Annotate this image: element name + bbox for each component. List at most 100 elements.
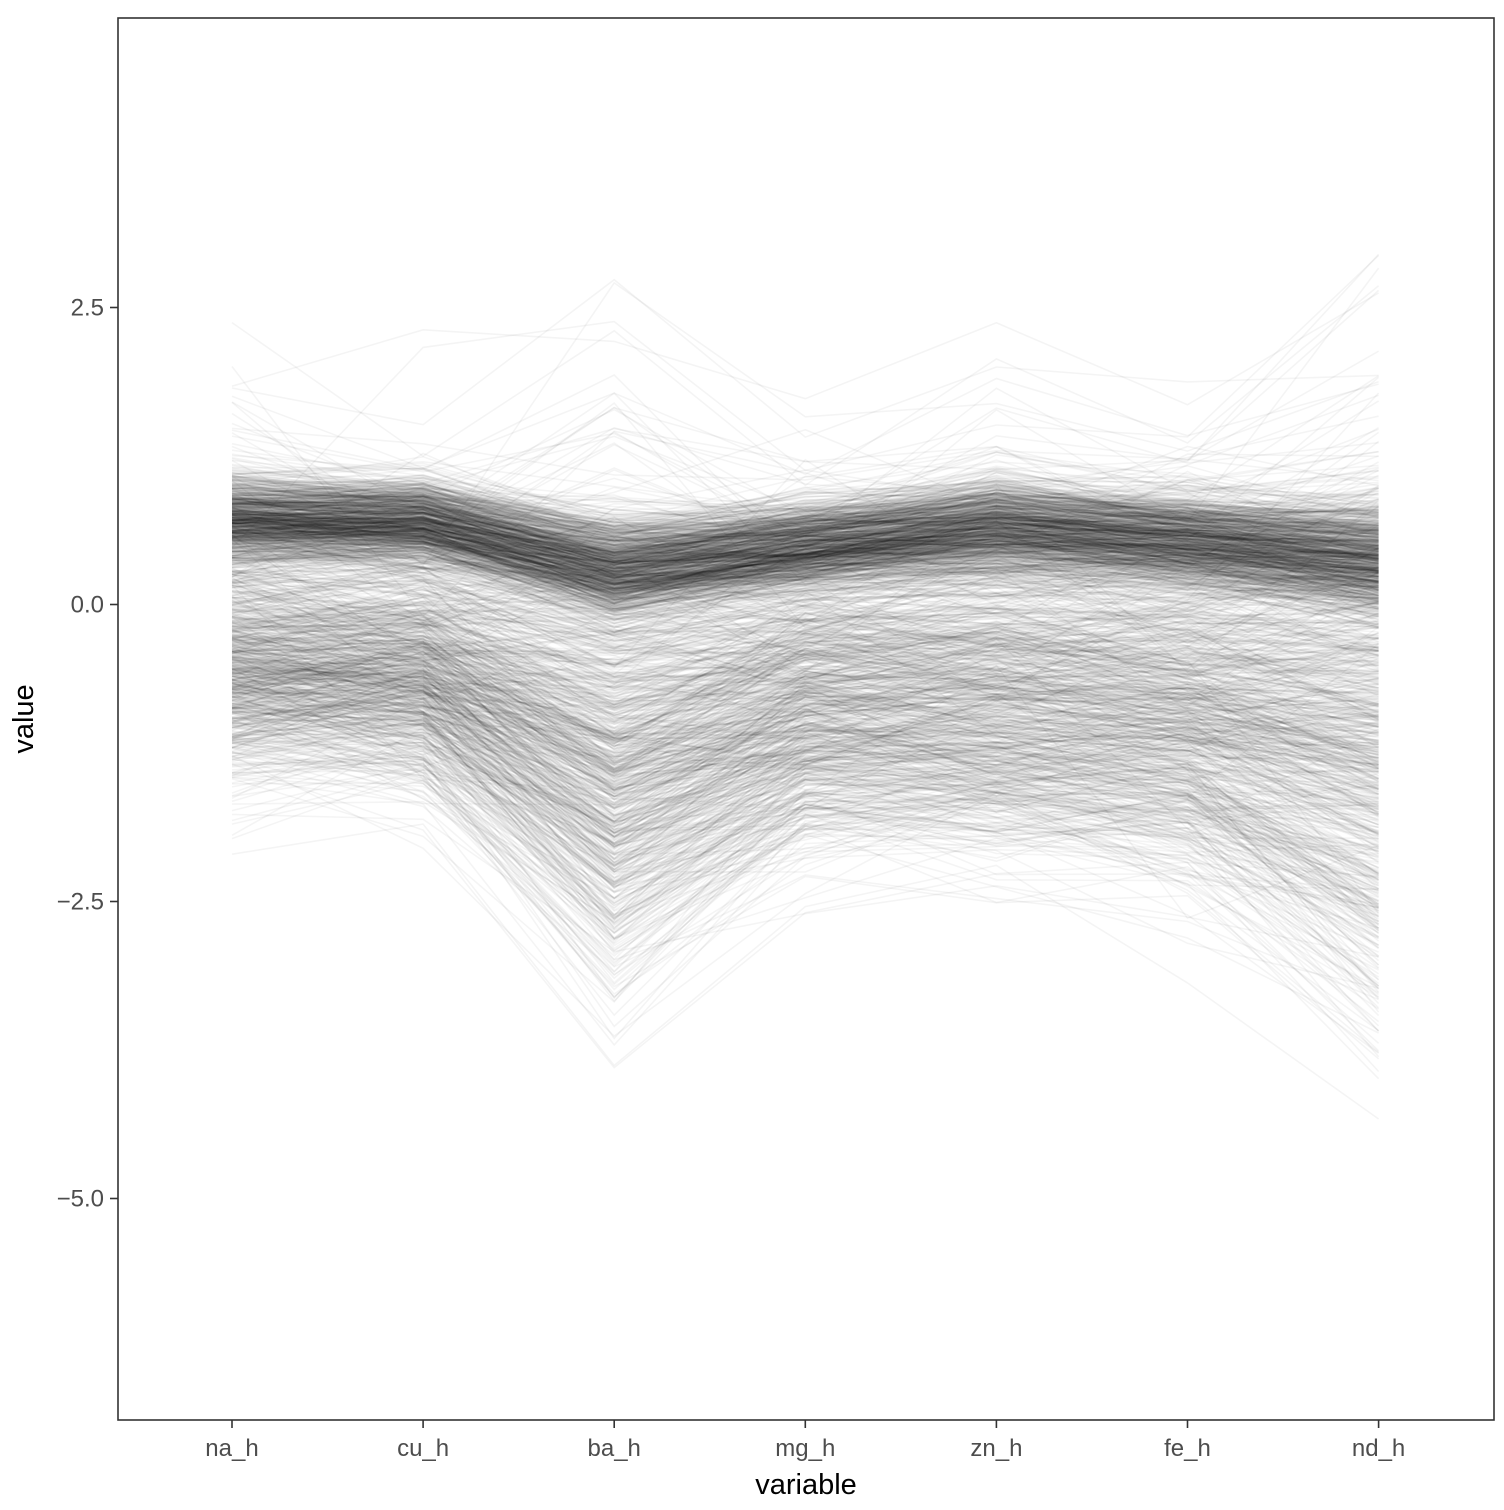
series-line bbox=[231, 671, 1379, 799]
series-line bbox=[231, 535, 1379, 613]
series-line bbox=[231, 509, 1379, 582]
series-line bbox=[231, 586, 1379, 729]
series-line bbox=[231, 427, 1379, 482]
series-line bbox=[231, 683, 1379, 806]
series-line bbox=[231, 597, 1379, 742]
y-tick-label: −2.5 bbox=[57, 889, 104, 916]
series-line bbox=[231, 538, 1379, 601]
series-line bbox=[231, 514, 1379, 574]
series-line bbox=[231, 522, 1379, 570]
series-line bbox=[231, 505, 1379, 579]
series-line bbox=[231, 545, 1379, 594]
series-line bbox=[231, 541, 1379, 602]
series-line bbox=[231, 718, 1380, 1032]
series-line bbox=[231, 625, 1379, 770]
series-line bbox=[231, 531, 1379, 577]
series-line bbox=[231, 489, 1379, 565]
series-line bbox=[231, 684, 1379, 882]
series-line bbox=[231, 709, 1379, 836]
series-line bbox=[231, 535, 1379, 583]
series-line bbox=[231, 724, 1379, 935]
series-line bbox=[231, 604, 1379, 713]
series-line bbox=[231, 695, 1379, 912]
series-line bbox=[231, 735, 1380, 987]
series-line bbox=[231, 516, 1379, 579]
series-line bbox=[231, 637, 1379, 805]
series-line bbox=[231, 459, 1379, 554]
series-line bbox=[231, 679, 1379, 916]
series-line bbox=[231, 517, 1379, 592]
series-line bbox=[231, 517, 1379, 557]
series-line bbox=[231, 508, 1379, 573]
series-line bbox=[231, 665, 1379, 769]
series-line bbox=[231, 487, 1379, 553]
series-line bbox=[231, 699, 1380, 850]
series-line bbox=[231, 671, 1379, 820]
series-line bbox=[231, 640, 1379, 718]
series-line bbox=[231, 545, 1379, 615]
series-line bbox=[231, 464, 1379, 569]
series-line bbox=[231, 602, 1379, 697]
series-line bbox=[231, 614, 1380, 750]
series-line bbox=[231, 523, 1379, 587]
series-line bbox=[231, 511, 1379, 550]
series-line bbox=[231, 663, 1379, 795]
series-line bbox=[231, 484, 1379, 519]
series-line bbox=[231, 526, 1379, 584]
series-line bbox=[231, 659, 1379, 753]
series-line bbox=[231, 516, 1379, 579]
series-line bbox=[231, 503, 1379, 591]
series-line bbox=[231, 706, 1379, 905]
series-line bbox=[231, 567, 1379, 629]
series-line bbox=[231, 517, 1379, 587]
series-line bbox=[231, 610, 1379, 729]
series-line bbox=[231, 565, 1379, 638]
series-line bbox=[231, 536, 1379, 593]
series-line bbox=[231, 498, 1379, 577]
series-line bbox=[231, 484, 1379, 554]
series-line bbox=[231, 558, 1380, 766]
series-line bbox=[231, 478, 1379, 550]
series-line bbox=[231, 675, 1380, 836]
series-line bbox=[231, 453, 1379, 650]
series-line bbox=[231, 579, 1379, 715]
series-line bbox=[231, 567, 1379, 702]
series-line bbox=[231, 505, 1379, 557]
series-line bbox=[231, 626, 1380, 812]
series-line bbox=[231, 511, 1379, 565]
series-line bbox=[231, 350, 1379, 485]
series-line bbox=[231, 517, 1379, 565]
series-line bbox=[231, 459, 1379, 511]
series-line bbox=[231, 658, 1380, 1013]
series-line bbox=[231, 461, 1379, 591]
series-line bbox=[231, 726, 1379, 836]
series-line bbox=[231, 467, 1379, 533]
series-line bbox=[231, 739, 1379, 826]
series-line bbox=[231, 501, 1379, 561]
series-line bbox=[231, 590, 1379, 768]
series-line bbox=[231, 629, 1379, 744]
series-line bbox=[231, 573, 1379, 734]
series-line bbox=[231, 495, 1379, 560]
series-line bbox=[231, 523, 1379, 591]
series-line bbox=[231, 524, 1379, 590]
series-line bbox=[231, 465, 1379, 516]
series-line bbox=[231, 534, 1380, 659]
series-line bbox=[231, 690, 1379, 824]
series-line bbox=[231, 668, 1379, 860]
series-line bbox=[231, 607, 1379, 729]
series-line bbox=[231, 630, 1379, 706]
series-line bbox=[231, 531, 1379, 629]
series-line bbox=[231, 507, 1379, 570]
series-line bbox=[231, 483, 1379, 555]
series-line bbox=[231, 679, 1379, 745]
series-line bbox=[231, 504, 1379, 556]
series-line bbox=[231, 666, 1379, 754]
series-line bbox=[231, 512, 1379, 589]
series-line bbox=[231, 681, 1380, 922]
series-line bbox=[231, 675, 1379, 780]
series-line bbox=[231, 505, 1379, 645]
series-line bbox=[231, 496, 1379, 561]
series-line bbox=[231, 476, 1379, 526]
series-line bbox=[231, 547, 1379, 650]
